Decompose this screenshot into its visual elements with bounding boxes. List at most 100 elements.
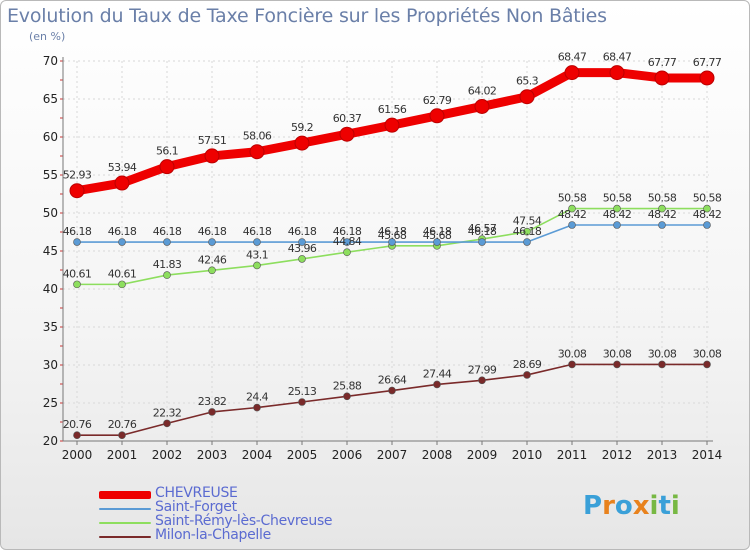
data-label: 30.08 <box>693 347 722 360</box>
data-point <box>568 204 576 213</box>
y-tick-label: 70 <box>43 54 58 68</box>
data-label: 65.3 <box>516 75 539 88</box>
legend-swatch <box>99 491 151 499</box>
logo-letter: o <box>614 491 633 521</box>
data-point <box>253 403 261 412</box>
logo-letter: i <box>649 491 659 521</box>
data-label: 61.56 <box>378 103 407 116</box>
y-tick-label: 20 <box>43 434 58 448</box>
data-label: 27.44 <box>423 367 452 380</box>
data-point <box>253 261 261 270</box>
data-label: 46.18 <box>513 225 542 238</box>
data-label: 40.61 <box>63 267 92 280</box>
y-tick-label: 65 <box>43 92 58 106</box>
data-point <box>523 238 531 246</box>
data-label: 46.18 <box>378 225 407 238</box>
data-label: 46.18 <box>333 225 362 238</box>
data-point <box>298 255 306 263</box>
data-point <box>523 227 531 236</box>
data-label: 58.06 <box>243 130 272 143</box>
chart-title: Evolution du Taux de Taxe Foncière sur l… <box>7 5 607 27</box>
data-point <box>699 70 715 86</box>
data-point <box>163 419 171 428</box>
legend-label: Milon-la-Chapelle <box>155 527 271 543</box>
data-label: 68.47 <box>558 51 587 64</box>
logo-letter: P <box>583 491 603 521</box>
data-label: 52.93 <box>63 169 92 182</box>
data-label: 46.18 <box>243 225 272 238</box>
data-label: 46.57 <box>468 222 497 235</box>
data-point <box>703 204 711 213</box>
data-label: 42.46 <box>198 253 227 266</box>
data-label: 46.18 <box>153 225 182 238</box>
data-point <box>384 117 400 133</box>
x-tick-label: 2001 <box>107 448 138 462</box>
x-tick-label: 2013 <box>647 448 678 462</box>
legend-swatch <box>99 508 151 510</box>
data-label: 50.58 <box>693 192 722 205</box>
data-label: 20.76 <box>63 418 92 431</box>
data-label: 64.02 <box>468 84 497 97</box>
data-point <box>204 148 220 164</box>
data-point <box>388 238 396 246</box>
data-label: 44.84 <box>333 235 362 248</box>
x-tick-label: 2007 <box>377 448 408 462</box>
data-label: 47.54 <box>513 215 542 228</box>
x-tick-label: 2000 <box>62 448 93 462</box>
data-point <box>658 221 666 229</box>
data-label: 46.18 <box>423 225 452 238</box>
data-point <box>568 221 576 229</box>
x-tick-label: 2004 <box>242 448 273 462</box>
data-label: 59.2 <box>291 121 313 134</box>
data-point <box>478 238 486 246</box>
data-label: 57.51 <box>198 134 227 147</box>
data-label: 22.32 <box>153 406 182 419</box>
data-point <box>433 238 441 246</box>
data-label: 56.1 <box>156 145 178 158</box>
data-point <box>159 159 175 175</box>
legend-label: CHEVREUSE <box>155 485 238 501</box>
data-label: 46.18 <box>468 225 497 238</box>
data-label: 48.42 <box>648 208 677 221</box>
x-tick-label: 2005 <box>287 448 318 462</box>
data-label: 46.18 <box>63 225 92 238</box>
data-point <box>658 360 666 369</box>
data-label: 67.77 <box>693 56 722 69</box>
data-point <box>568 360 576 369</box>
data-point <box>118 431 126 440</box>
data-point <box>163 238 171 246</box>
data-label: 46.18 <box>198 225 227 238</box>
data-label: 48.42 <box>693 208 722 221</box>
data-point <box>118 280 126 289</box>
data-point <box>433 380 441 389</box>
data-point <box>249 144 265 160</box>
data-label: 30.08 <box>648 347 677 360</box>
data-label: 43.1 <box>246 248 268 261</box>
y-tick-label: 55 <box>43 168 58 182</box>
data-point <box>654 70 670 86</box>
data-label: 43.96 <box>288 242 317 255</box>
data-label: 53.94 <box>108 161 137 174</box>
x-tick-label: 2002 <box>152 448 183 462</box>
data-label: 28.69 <box>513 358 542 371</box>
legend-swatch <box>99 522 151 524</box>
data-point <box>294 135 310 151</box>
x-tick-label: 2014 <box>692 448 723 462</box>
data-point <box>523 371 531 379</box>
data-point <box>208 266 216 275</box>
data-label: 68.47 <box>603 51 632 64</box>
y-tick-label: 50 <box>43 206 58 220</box>
data-point <box>298 398 306 406</box>
data-label: 30.08 <box>603 347 632 360</box>
data-label: 45.68 <box>423 229 452 242</box>
data-label: 27.99 <box>468 363 497 376</box>
data-label: 40.61 <box>108 267 137 280</box>
data-point <box>613 221 621 229</box>
data-point <box>613 360 621 369</box>
logo-letter: i <box>670 491 680 521</box>
data-label: 48.42 <box>603 208 632 221</box>
data-point <box>343 392 351 401</box>
data-label: 41.83 <box>153 258 182 271</box>
x-tick-label: 2011 <box>557 448 588 462</box>
data-point <box>343 248 351 257</box>
